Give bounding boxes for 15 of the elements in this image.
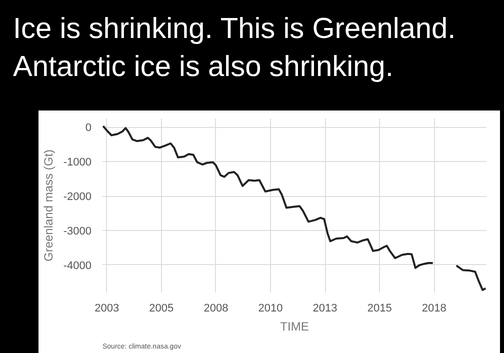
y-tick-label: 0	[85, 122, 92, 134]
x-tick-label: 2010	[258, 302, 283, 314]
y-tick-label: -2000	[63, 191, 92, 204]
x-axis-title: TIME	[280, 320, 309, 334]
y-tick-label: -1000	[63, 156, 92, 169]
x-tick-label: 2005	[149, 302, 174, 314]
y-axis-title: Greenland mass (Gt)	[41, 149, 56, 262]
y-tick-label: -4000	[63, 260, 92, 272]
x-tick-label: 2015	[367, 302, 392, 314]
x-tick-label: 2018	[422, 302, 446, 314]
x-tick-label: 2008	[204, 302, 228, 314]
y-tick-label: -3000	[63, 225, 92, 238]
x-tick-label: 2013	[312, 302, 338, 314]
x-tick-label: 2003	[94, 302, 120, 314]
chart-title: Ice is shrinking. This is Greenland. Antarctic ice is also shrinking.	[13, 12, 457, 85]
